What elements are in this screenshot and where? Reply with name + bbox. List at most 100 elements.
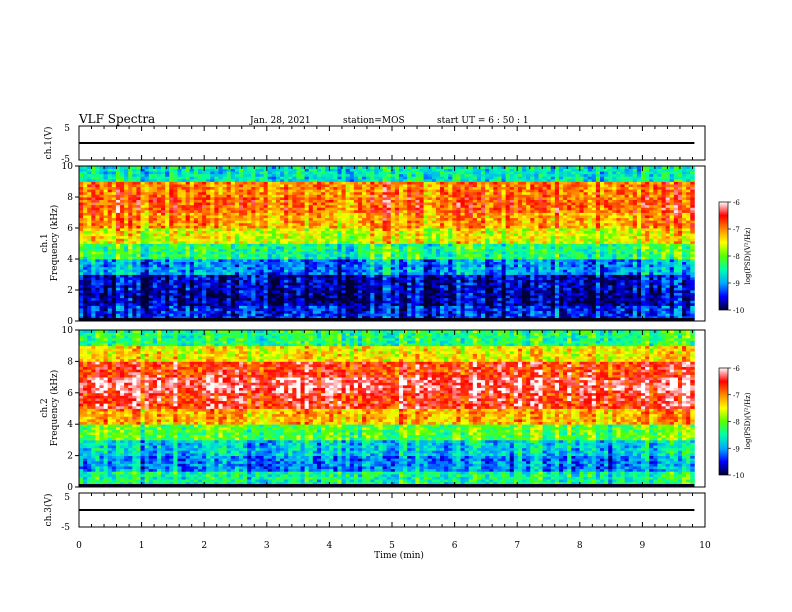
spectrogram-cell [337, 202, 342, 206]
spectrogram-cell [226, 215, 232, 219]
spectrogram-cell [156, 230, 162, 234]
spectrogram-cell [308, 256, 314, 260]
spectrogram-cell [144, 235, 150, 239]
spectrogram-cell [275, 277, 281, 281]
spectrogram-cell [214, 271, 219, 275]
spectrogram-cell [345, 284, 351, 288]
spectrogram-cell [161, 279, 166, 283]
spectrogram-cell [366, 222, 371, 226]
spectrogram-cell [378, 184, 383, 188]
spectrogram-cell [140, 209, 146, 213]
spectrogram-cell [394, 297, 400, 301]
spectrogram-cell [382, 308, 388, 312]
spectrogram-cell [132, 217, 137, 221]
spectrogram-cell [210, 215, 215, 219]
spectrogram-cell [316, 297, 322, 301]
spectrogram-cell [255, 292, 260, 296]
spectrogram-cell [103, 287, 109, 291]
spectrogram-cell [337, 217, 342, 221]
spectrogram-cell [251, 171, 256, 175]
spectrogram-cell [353, 246, 359, 250]
spectrogram-cell [292, 256, 297, 260]
spectrogram-cell [333, 251, 338, 255]
spectrogram-cell [296, 207, 301, 211]
spectrogram-cell [132, 279, 137, 283]
spectrogram-cell [357, 194, 363, 198]
spectrogram-cell [161, 271, 166, 275]
spectrogram-cell [136, 199, 141, 203]
spectrogram-cell [189, 243, 195, 247]
spectrogram-cell [169, 261, 174, 265]
spectrogram-cell [156, 189, 162, 193]
spectrogram-cell [132, 191, 137, 195]
spectrogram-cell [370, 297, 375, 301]
spectrogram-cell [87, 209, 92, 213]
spectrogram-cell [308, 253, 314, 257]
spectrogram-cell [308, 287, 314, 291]
spectrogram-cell [284, 295, 289, 299]
spectrogram-cell [349, 215, 355, 219]
spectrogram-cell [243, 217, 248, 221]
spectrogram-cell [156, 228, 162, 231]
spectrogram-cell [267, 284, 273, 288]
spectrogram-cell [329, 235, 334, 239]
spectrogram-cell [349, 300, 355, 304]
spectrogram-cell [107, 202, 113, 206]
spectrogram-cell [382, 228, 388, 231]
spectrogram-cell [398, 287, 404, 291]
spectrogram-cell [165, 251, 170, 255]
spectrogram-cell [95, 305, 100, 309]
spectrogram-cell [226, 300, 232, 304]
spectrogram-cell [386, 264, 392, 268]
spectrogram-cell [255, 204, 260, 208]
spectrogram-cell [353, 300, 359, 304]
spectrogram-cell [156, 222, 162, 226]
spectrogram-cell [197, 189, 203, 193]
spectrogram-cell [353, 248, 359, 252]
spectrogram-cell [111, 207, 117, 211]
spectrogram-cell [193, 261, 199, 265]
spectrogram-cell [226, 274, 232, 278]
spectrogram-cell [111, 186, 117, 190]
spectrogram-cell [132, 300, 137, 304]
spectrogram-cell [300, 246, 306, 250]
spectrogram-cell [353, 230, 359, 234]
spectrogram-cell [304, 220, 310, 224]
spectrogram-cell [407, 243, 412, 247]
spectrogram-cell [230, 284, 236, 288]
spectrogram-cell [124, 228, 129, 231]
spectrogram-cell [173, 292, 178, 296]
spectrogram-cell [296, 300, 301, 304]
spectrogram-cell [337, 284, 342, 288]
spectrogram-cell [407, 228, 412, 231]
spectrogram-cell [128, 274, 133, 278]
spectrogram-cell [362, 295, 367, 299]
spectrogram-cell [169, 204, 174, 208]
spectrogram-cell [107, 264, 113, 268]
spectrogram-cell [275, 313, 281, 317]
spectrogram-cell [169, 269, 174, 273]
spectrogram-cell [321, 220, 326, 224]
spectrogram-cell [267, 259, 273, 262]
spectrogram-cell [394, 207, 400, 211]
spectrogram-cell [165, 290, 170, 293]
spectrogram-cell [271, 166, 277, 169]
spectrogram-cell [390, 259, 396, 262]
spectrogram-cell [378, 253, 383, 257]
spectrogram-cell [247, 284, 252, 288]
spectrogram-cell [362, 217, 367, 221]
spectrogram-cell [128, 246, 133, 250]
spectrogram-cell [173, 308, 178, 312]
spectrogram-cell [259, 202, 265, 206]
spectrogram-cell [378, 284, 383, 288]
spectrogram-cell [308, 269, 314, 273]
spectrogram-cell [83, 279, 88, 283]
spectrogram-cell [230, 297, 236, 301]
spectrogram-cell [243, 310, 248, 314]
spectrogram-cell [185, 251, 191, 255]
spectrogram-cell [349, 282, 355, 286]
spectrogram-cell [411, 290, 416, 293]
spectrogram-cell [357, 302, 363, 306]
spectrogram-cell [267, 197, 273, 200]
spectrogram-cell [185, 274, 191, 278]
